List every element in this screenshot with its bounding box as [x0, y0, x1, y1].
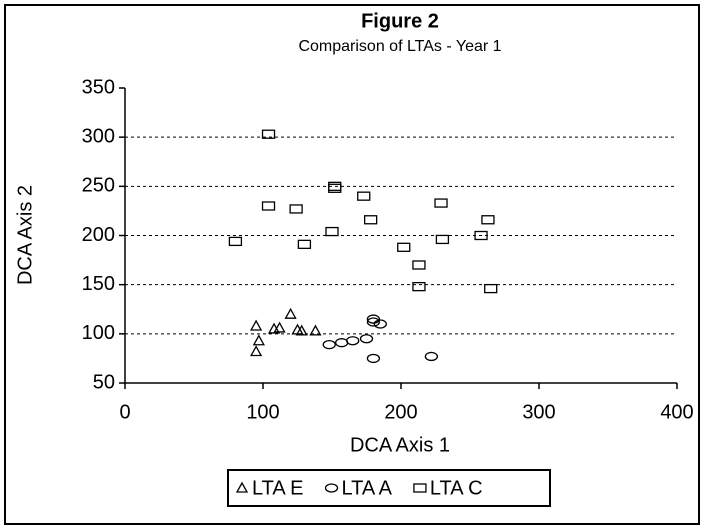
- square-marker: [357, 191, 371, 201]
- x-axis-label: DCA Axis 1: [350, 434, 450, 456]
- triangle-marker: [249, 319, 263, 331]
- square-marker: [474, 230, 488, 241]
- triangle-marker: [249, 345, 263, 357]
- legend-label: LTA A: [342, 477, 393, 499]
- square-marker: [413, 483, 427, 493]
- circle-marker: [359, 334, 374, 344]
- circle-marker: [366, 314, 381, 324]
- chart-border: [4, 4, 700, 525]
- triangle-marker: [252, 334, 265, 346]
- square-marker: [328, 183, 342, 193]
- legend-label: LTA E: [252, 477, 304, 499]
- legend-box: [227, 469, 551, 507]
- chart-title: Figure 2: [361, 10, 439, 32]
- x-tick-label: 400: [660, 401, 693, 423]
- square-marker: [297, 239, 312, 250]
- circle-marker: [346, 336, 360, 346]
- square-marker: [261, 129, 276, 139]
- y-axis-label: DCA Axis 2: [14, 185, 36, 285]
- y-tick-label: 250: [82, 175, 115, 197]
- circle-marker: [324, 483, 339, 493]
- chart-subtitle: Comparison of LTAs - Year 1: [298, 38, 501, 55]
- square-marker: [434, 198, 448, 208]
- square-marker: [412, 281, 426, 292]
- square-marker: [261, 201, 276, 211]
- triangle-marker: [295, 324, 308, 336]
- x-tick-label: 300: [522, 401, 555, 423]
- triangle-marker: [284, 307, 297, 319]
- square-marker: [484, 283, 498, 294]
- square-marker: [481, 215, 495, 225]
- square-marker: [412, 260, 426, 270]
- triangle-marker: [235, 481, 249, 493]
- y-tick-label: 50: [93, 371, 115, 393]
- y-tick-label: 150: [82, 273, 115, 295]
- circle-marker: [424, 351, 439, 362]
- square-marker: [289, 204, 303, 214]
- x-tick-label: 200: [384, 401, 417, 423]
- y-tick-label: 200: [82, 224, 115, 246]
- legend-label: LTA C: [430, 477, 483, 499]
- square-marker: [435, 234, 450, 245]
- square-marker: [325, 226, 339, 237]
- y-tick-label: 300: [82, 125, 115, 147]
- triangle-marker: [309, 324, 322, 336]
- square-marker: [363, 215, 378, 225]
- square-marker: [397, 242, 411, 252]
- circle-marker: [322, 339, 336, 350]
- circle-marker: [366, 353, 381, 364]
- y-tick-label: 100: [82, 322, 115, 344]
- circle-marker: [366, 317, 381, 327]
- circle-marker: [373, 319, 387, 329]
- x-tick-label: 0: [119, 401, 130, 423]
- square-marker: [228, 236, 243, 247]
- triangle-marker: [273, 321, 286, 333]
- y-tick-label: 350: [82, 76, 115, 98]
- x-tick-label: 100: [246, 401, 279, 423]
